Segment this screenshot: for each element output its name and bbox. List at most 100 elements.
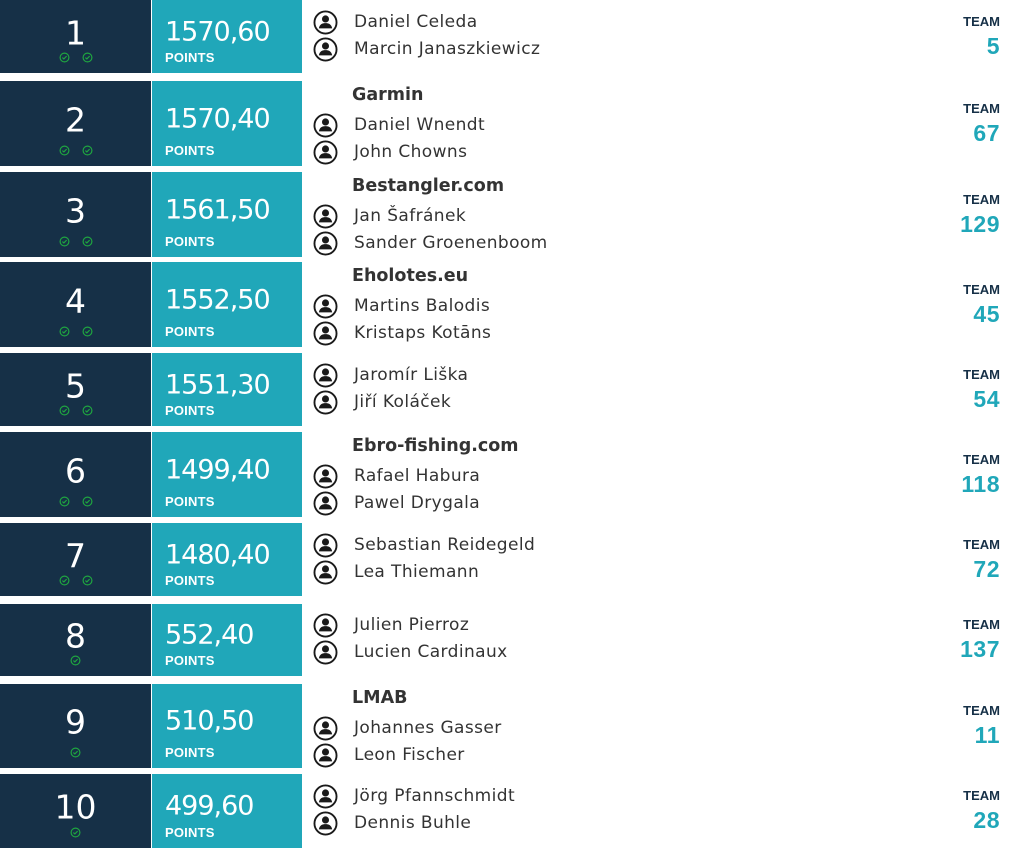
team-label: TEAM <box>963 703 1000 718</box>
check-circle-icon <box>82 145 92 156</box>
check-circle-icon <box>70 655 81 666</box>
result-row: 8 552,40 POINTS Julien Pierroz Lucien Cardin… <box>0 604 1024 676</box>
rank-number: 4 <box>65 281 86 321</box>
member-name: Dennis Buhle <box>354 813 472 833</box>
person-circle-icon <box>313 491 338 516</box>
team-info: LMAB Johannes Gasser Leon Fischer <box>313 684 913 768</box>
member-name: Martins Balodis <box>354 296 491 316</box>
member-name: John Chowns <box>354 142 468 162</box>
member-name: Jan Šafránek <box>354 206 467 226</box>
check-indicators <box>0 496 151 507</box>
person-circle-icon <box>313 390 338 415</box>
rank-number: 8 <box>65 616 86 656</box>
team-member: Leon Fischer <box>313 742 873 769</box>
result-row: 2 1570,40 POINTS Garmin Daniel Wnendt John Ch… <box>0 81 1024 166</box>
rank-cell: 4 <box>0 262 151 347</box>
person-circle-icon <box>313 743 338 768</box>
team-label: TEAM <box>963 282 1000 297</box>
points-label: POINTS <box>165 573 215 588</box>
team-id: TEAM 5 <box>880 0 1000 73</box>
check-indicators <box>0 405 151 416</box>
team-label: TEAM <box>963 452 1000 467</box>
team-member: Sander Groenenboom <box>313 230 873 257</box>
member-name: Jörg Pfannschmidt <box>354 786 516 806</box>
result-row: 5 1551,30 POINTS Jaromír Liška Jiří Koláček T… <box>0 353 1024 426</box>
check-circle-icon <box>82 326 92 337</box>
team-id: TEAM 54 <box>880 353 1000 426</box>
rank-cell: 8 <box>0 604 151 676</box>
team-member: Johannes Gasser <box>313 715 873 742</box>
rank-cell: 10 <box>0 774 151 848</box>
person-circle-icon <box>313 613 338 638</box>
points-cell: 1561,50 POINTS <box>152 172 302 257</box>
points-cell: 1570,60 POINTS <box>152 0 302 73</box>
team-name: Bestangler.com <box>352 176 505 196</box>
rank-cell: 7 <box>0 523 151 596</box>
rank-number: 5 <box>65 366 86 406</box>
team-member: Pawel Drygala <box>313 490 873 517</box>
person-circle-icon <box>313 204 338 229</box>
check-circle-icon <box>59 326 69 337</box>
points-cell: 1499,40 POINTS <box>152 432 302 517</box>
team-label: TEAM <box>963 192 1000 207</box>
points-cell: 1570,40 POINTS <box>152 81 302 166</box>
team-number: 28 <box>973 807 1000 833</box>
points-label: POINTS <box>165 234 215 249</box>
person-circle-icon <box>313 37 338 62</box>
points-label: POINTS <box>165 50 215 65</box>
team-member: Daniel Wnendt <box>313 112 873 139</box>
person-circle-icon <box>313 140 338 165</box>
check-circle-icon <box>82 496 92 507</box>
rank-cell: 9 <box>0 684 151 768</box>
person-circle-icon <box>313 811 338 836</box>
result-row: 9 510,50 POINTS LMAB Johannes Gasser Leon Fis… <box>0 684 1024 768</box>
points-value: 1551,30 <box>165 369 271 401</box>
team-info: Sebastian Reidegeld Lea Thiemann <box>313 523 913 596</box>
result-row: 6 1499,40 POINTS Ebro-fishing.com Rafael Hab… <box>0 432 1024 517</box>
team-info: Bestangler.com Jan Šafránek Sander Groenen… <box>313 172 913 257</box>
points-label: POINTS <box>165 143 215 158</box>
check-indicators <box>0 52 151 63</box>
team-member: Daniel Celeda <box>313 9 873 36</box>
team-label: TEAM <box>963 101 1000 116</box>
rank-cell: 6 <box>0 432 151 517</box>
team-id: TEAM 72 <box>880 523 1000 596</box>
result-row: 7 1480,40 POINTS Sebastian Reidegeld Lea Thi… <box>0 523 1024 596</box>
points-value: 510,50 <box>165 705 254 737</box>
team-info: Jaromír Liška Jiří Koláček <box>313 353 913 426</box>
check-circle-icon <box>59 496 69 507</box>
member-name: Sebastian Reidegeld <box>354 535 536 555</box>
team-label: TEAM <box>963 788 1000 803</box>
team-name: LMAB <box>352 688 408 708</box>
points-label: POINTS <box>165 403 215 418</box>
person-circle-icon <box>313 533 338 558</box>
check-indicators <box>0 655 151 666</box>
rank-cell: 1 <box>0 0 151 73</box>
team-id: TEAM 11 <box>880 684 1000 768</box>
points-value: 1570,40 <box>165 103 271 135</box>
points-label: POINTS <box>165 324 215 339</box>
team-number: 72 <box>973 556 1000 582</box>
team-name: Garmin <box>352 85 424 105</box>
check-indicators <box>0 145 151 156</box>
member-name: Johannes Gasser <box>354 718 502 738</box>
rank-cell: 5 <box>0 353 151 426</box>
team-id: TEAM 45 <box>880 262 1000 347</box>
result-row: 4 1552,50 POINTS Eholotes.eu Martins Balodis… <box>0 262 1024 347</box>
points-cell: 552,40 POINTS <box>152 604 302 676</box>
team-number: 45 <box>973 301 1000 327</box>
team-member: Lea Thiemann <box>313 559 873 586</box>
member-name: Daniel Celeda <box>354 12 478 32</box>
points-value: 1499,40 <box>165 454 271 486</box>
points-cell: 1551,30 POINTS <box>152 353 302 426</box>
member-name: Kristaps Kotāns <box>354 323 492 343</box>
person-circle-icon <box>313 640 338 665</box>
team-info: Daniel Celeda Marcin Janaszkiewicz <box>313 0 913 73</box>
rank-number: 2 <box>65 100 86 140</box>
result-row: 3 1561,50 POINTS Bestangler.com Jan Šafránek… <box>0 172 1024 257</box>
points-label: POINTS <box>165 494 215 509</box>
team-label: TEAM <box>963 14 1000 29</box>
team-member: Kristaps Kotāns <box>313 320 873 347</box>
team-member: Lucien Cardinaux <box>313 639 873 666</box>
result-row: 1 1570,60 POINTS Daniel Celeda Marcin Janasz… <box>0 0 1024 73</box>
